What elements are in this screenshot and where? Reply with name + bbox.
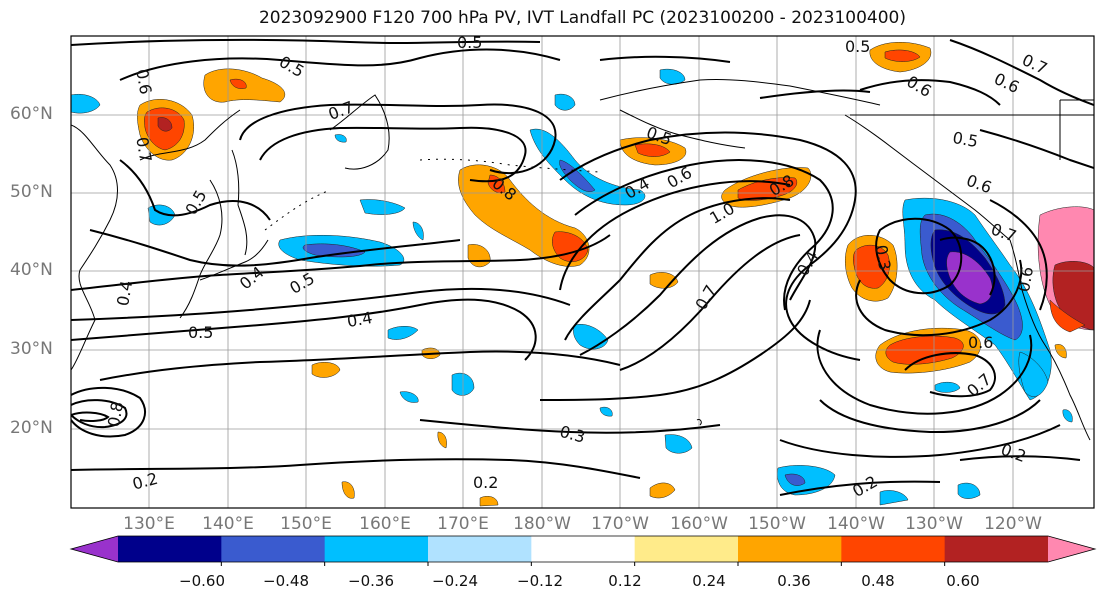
contour-label: 0.4 [113,279,136,307]
lon-label: 170°W [591,514,649,534]
contour-label: 0.2 [473,473,498,492]
lon-label: 140°W [827,514,885,534]
colorbar-segment [841,536,946,562]
contour-label: 0.4 [793,248,822,280]
map-frame [70,35,1095,509]
contour-label: 0.3 [871,243,894,271]
graticule [71,36,1094,508]
colorbar-tick-label: 0.48 [861,572,895,590]
colorbar-extension-min [71,536,118,562]
colorbar-segment [428,536,532,562]
lon-label: 170°E [437,514,489,534]
contour-label: 0.5 [188,323,213,342]
contour-label: 0.2 [130,469,160,494]
contour-label: 0.2 [998,440,1028,467]
pv-contours [71,38,1094,496]
contour-label: 0.5 [457,33,482,52]
contour-label: 0.4 [236,262,268,293]
contour-label: 0.5 [286,269,318,298]
colorbar-segment [324,536,429,562]
colorbar [69,535,1097,566]
colorbar-tick-label: 0.60 [946,572,980,590]
contour-label: 0.5 [845,37,870,56]
lat-label-30n: 30°N [10,339,53,359]
map-title: 2023092900 F120 700 hPa PV, IVT Landfall… [258,8,906,28]
lon-label: 140°E [202,514,254,534]
shaded-anomaly-fields [71,41,1094,507]
colorbar-tick-label: 0.12 [608,572,642,590]
lon-label: 130°E [123,514,175,534]
contour-label: 0.6 [1014,265,1037,293]
contour-label: 0.6 [132,68,155,96]
colorbar-tick-label: −0.12 [517,572,563,590]
contour-label: 0.7 [1019,50,1050,78]
contour-label: 0.7 [132,136,155,164]
colorbar-segment [118,536,222,562]
contour-label: 0.5 [276,52,308,81]
lon-label: 180°W [513,514,571,534]
lon-label: 160°W [670,514,728,534]
colorbar-segment [531,536,636,562]
colorbar-outline [69,535,1097,563]
colorbar-tick-label: −0.24 [432,572,478,590]
contour-label: 0.3 [558,422,588,447]
colorbar-tick-label: −0.48 [263,572,309,590]
contour-label: 0.6 [968,333,993,352]
lat-label-50n: 50°N [10,182,53,202]
lon-label: 130°W [905,514,963,534]
colorbar-extension-max [1048,536,1095,562]
contour-label: 0.8 [104,400,127,428]
colorbar-tick-label: −0.60 [179,572,225,590]
lon-label: 120°W [984,514,1042,534]
contour-label: 0.5 [951,128,979,151]
contour-label: 0.6 [991,69,1022,97]
lat-label-20n: 20°N [10,418,53,438]
lon-label: 160°E [359,514,411,534]
lon-label: 150°E [280,514,332,534]
contour-label: 0.7 [691,282,720,314]
colorbar-segment [221,536,326,562]
colorbar-segment [944,536,1049,562]
colorbar-tick-label: 0.36 [777,572,811,590]
colorbar-tick-label: −0.36 [348,572,394,590]
lon-label: 150°W [748,514,806,534]
colorbar-tick-label: 0.24 [692,572,726,590]
contour-label: 0.4 [345,308,373,331]
lat-label-60n: 60°N [10,104,53,124]
colorbar-segment [634,536,739,562]
lat-label-40n: 40°N [10,260,53,280]
contour-label: 0.7 [326,97,356,124]
colorbar-segment [738,536,842,562]
contour-label: 0.2 [849,472,881,501]
contour-label: 0.6 [903,72,935,101]
